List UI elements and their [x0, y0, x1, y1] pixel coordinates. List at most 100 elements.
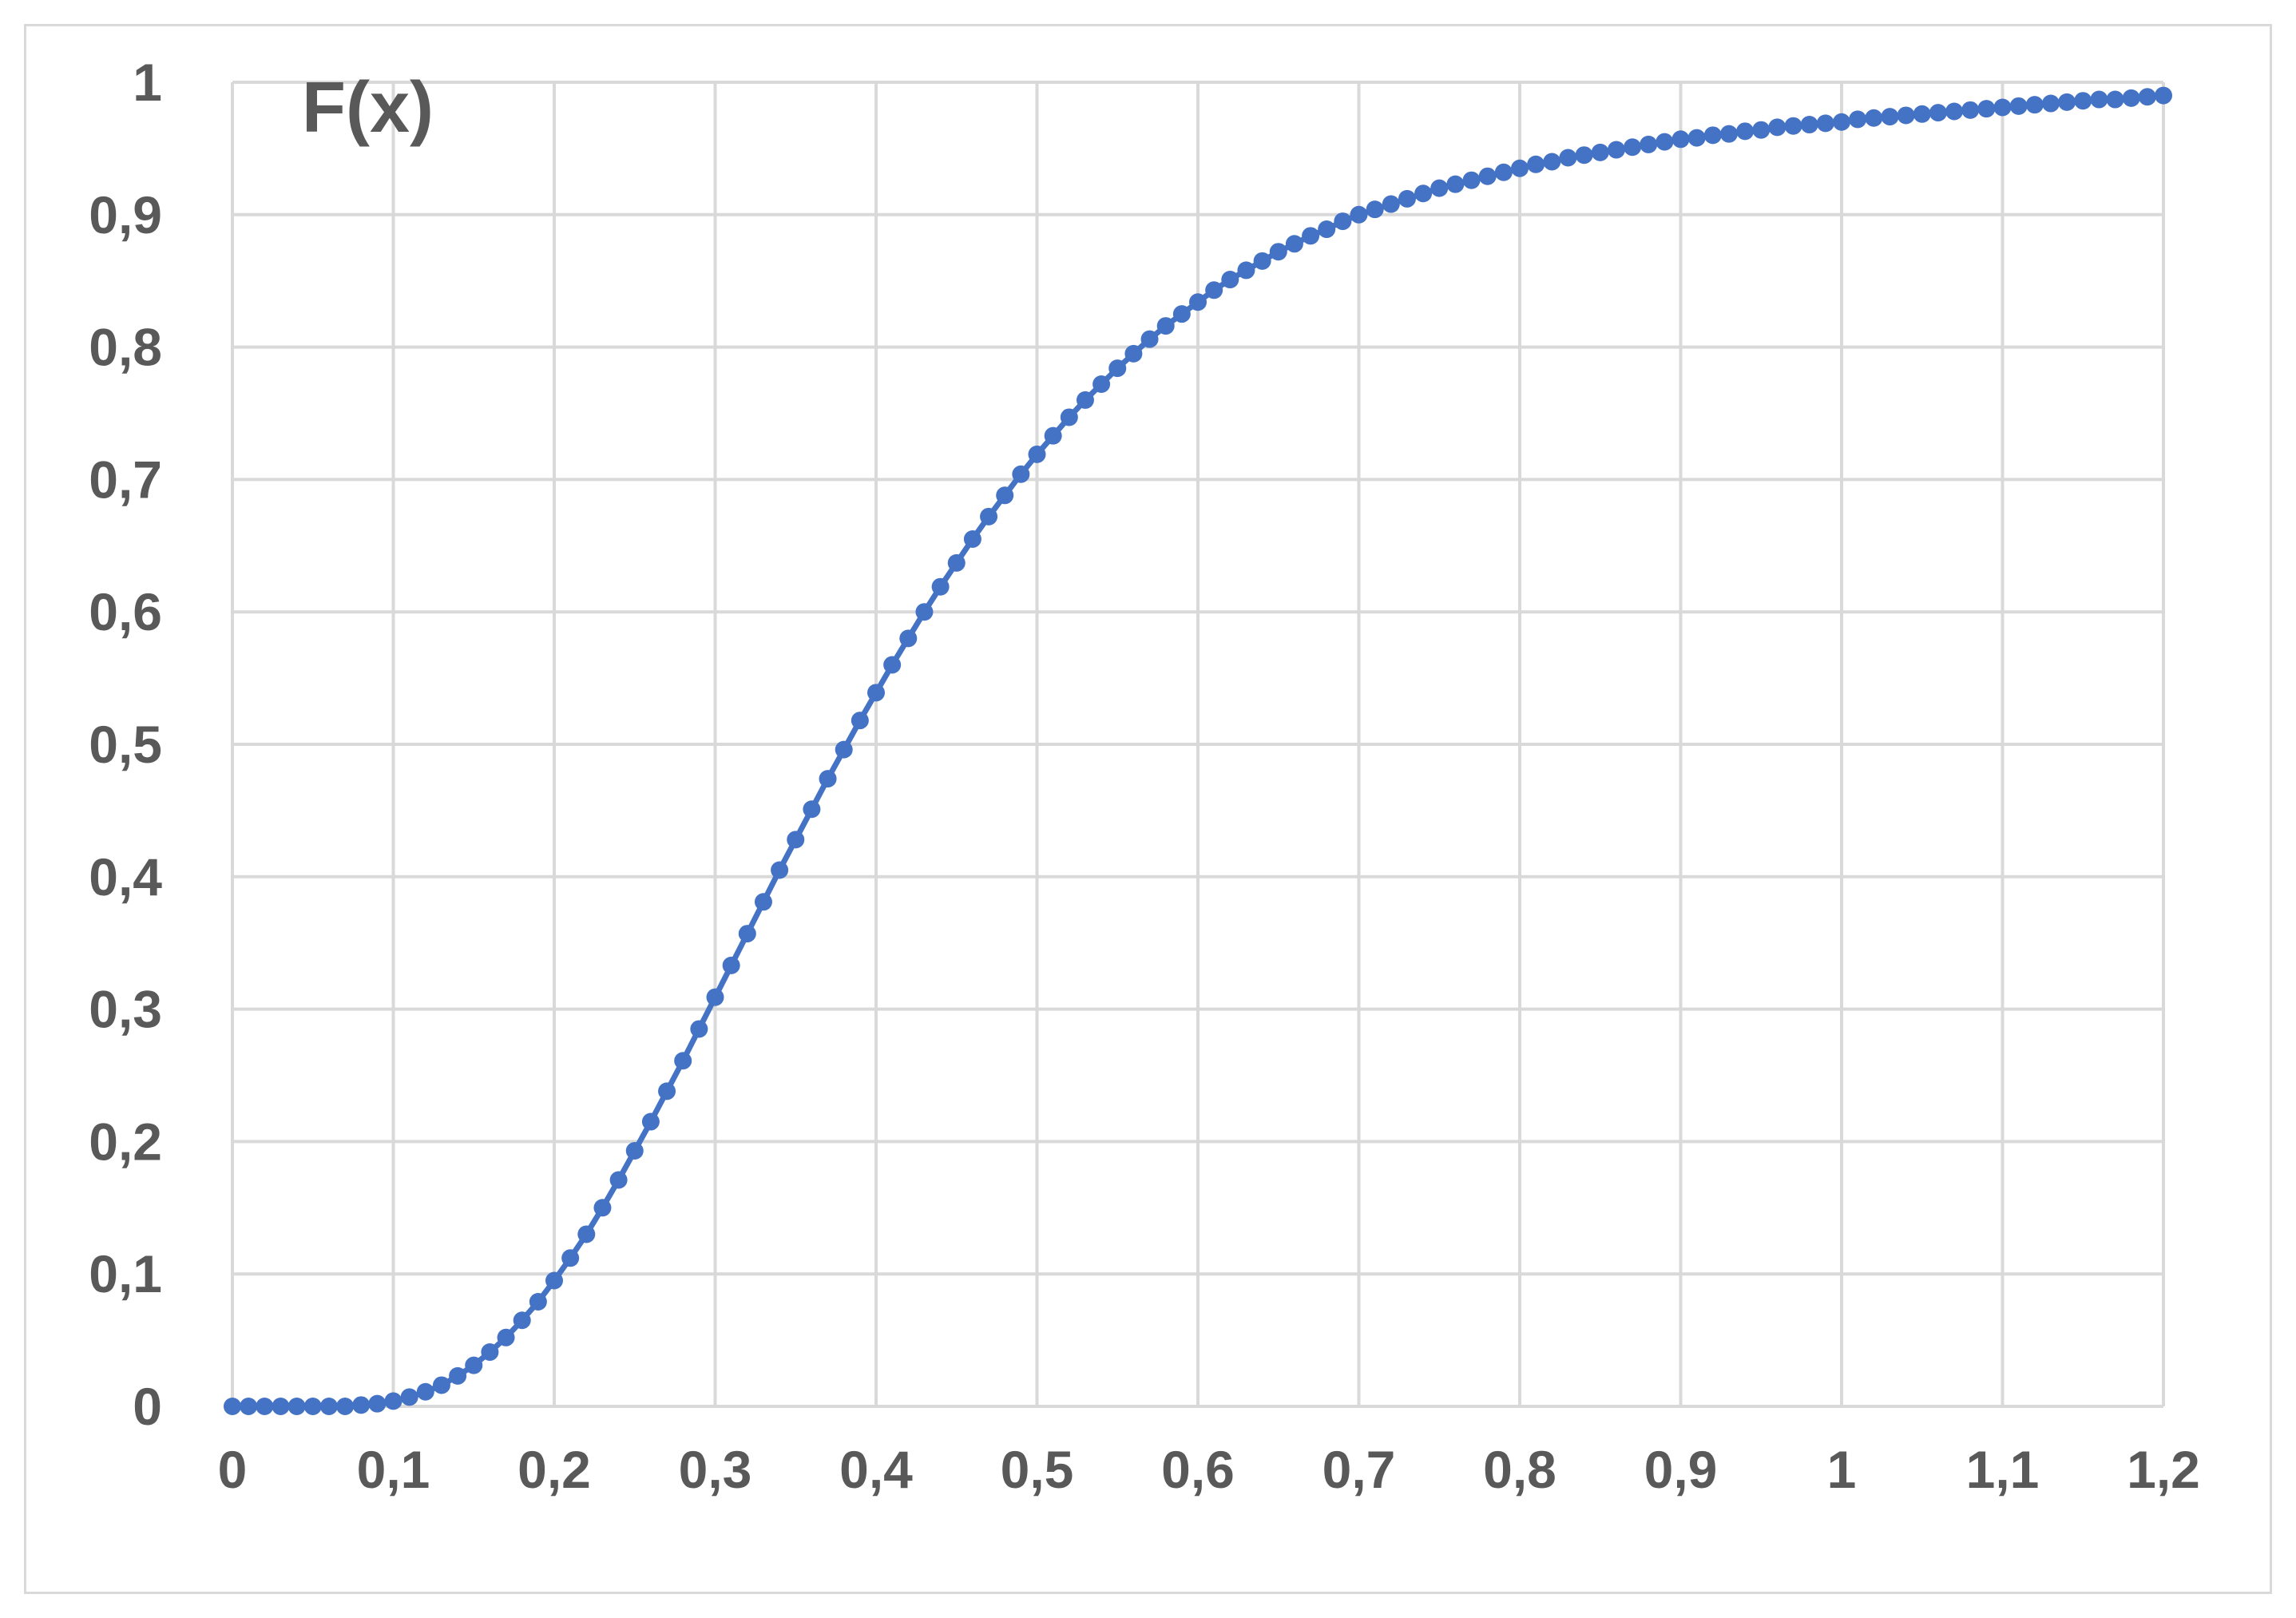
data-point [224, 1398, 241, 1415]
data-point [256, 1398, 274, 1415]
x-tick-label: 0,7 [1322, 1440, 1396, 1499]
data-point [336, 1398, 355, 1415]
data-point [2041, 94, 2060, 113]
x-tick-label: 1 [1827, 1440, 1857, 1499]
x-tick-label: 0,1 [357, 1440, 430, 1499]
x-tick-label: 0,4 [839, 1440, 913, 1499]
data-point [2090, 90, 2108, 109]
data-point [545, 1271, 563, 1290]
data-point [513, 1311, 531, 1330]
y-tick-label: 0,8 [89, 318, 162, 377]
data-point [529, 1293, 547, 1311]
data-point [1221, 271, 1239, 289]
data-point [931, 577, 950, 596]
data-point [1977, 100, 1996, 118]
x-tick-label: 1,1 [1966, 1440, 2040, 1499]
data-point [240, 1398, 258, 1415]
data-point [899, 629, 918, 648]
data-point [497, 1328, 515, 1346]
series [224, 86, 2172, 1415]
data-point [1092, 375, 1111, 394]
data-point [867, 684, 885, 702]
y-tick-label: 0,6 [89, 582, 162, 641]
data-point [1656, 133, 1674, 151]
data-point [883, 656, 902, 674]
x-tick-label: 0,9 [1644, 1440, 1718, 1499]
data-point [1849, 110, 1867, 129]
data-point [1800, 116, 1818, 134]
data-point [1124, 344, 1143, 363]
y-tick-label: 1 [133, 53, 162, 112]
data-point [1784, 117, 1802, 135]
data-point [272, 1398, 290, 1415]
data-point [1253, 252, 1271, 270]
data-point [835, 740, 853, 759]
data-point [1269, 243, 1287, 261]
data-point [319, 1398, 338, 1415]
data-point [1607, 141, 1625, 159]
data-point [2058, 93, 2076, 111]
data-point [1430, 179, 1449, 197]
data-point [1624, 138, 1642, 157]
data-point [738, 925, 756, 943]
data-point [1703, 126, 1722, 145]
data-point [1511, 159, 1529, 177]
data-point [1752, 121, 1771, 139]
y-tick-label: 0,7 [89, 450, 162, 509]
data-point [963, 530, 981, 549]
data-point [1060, 408, 1078, 426]
data-point [287, 1398, 306, 1415]
data-point [1205, 281, 1223, 299]
data-point [1816, 114, 1834, 133]
data-point [1575, 146, 1593, 165]
data-point [1736, 122, 1755, 141]
data-point [1414, 184, 1433, 203]
data-point [851, 712, 869, 730]
data-point [1285, 235, 1303, 253]
data-point [1350, 205, 1368, 224]
data-point [1527, 155, 1545, 173]
data-point [1640, 135, 1658, 153]
data-point [1172, 305, 1191, 323]
data-point [625, 1142, 644, 1160]
data-point [706, 988, 724, 1006]
y-tick-label: 0,1 [89, 1244, 162, 1303]
data-point [609, 1171, 628, 1189]
chart-svg: 0 0,1 0,2 0,3 0,4 0,5 0,6 0,7 0,8 0,9 1 1,1 1,2 0 0,1… [89, 53, 2200, 1499]
data-point [1719, 125, 1738, 143]
x-tick-label: 0,6 [1161, 1440, 1235, 1499]
data-point [384, 1392, 402, 1410]
y-tick-label: 0,3 [89, 980, 162, 1039]
data-point [1897, 106, 1915, 125]
y-tick-label: 0,5 [89, 715, 162, 774]
data-point [1108, 359, 1127, 378]
data-point [1559, 149, 1577, 167]
data-point [1671, 130, 1690, 149]
data-point [1044, 426, 1062, 445]
data-point [1140, 330, 1159, 348]
data-point [674, 1052, 692, 1070]
data-point [2155, 86, 2172, 105]
data-point [1189, 293, 1207, 311]
x-axis-tick-labels: 0 0,1 0,2 0,3 0,4 0,5 0,6 0,7 0,8 0,9 1 1,1 1,2 [218, 1440, 2200, 1499]
y-tick-label: 0,9 [89, 185, 162, 244]
data-point [303, 1398, 322, 1415]
data-point [915, 603, 934, 621]
data-point [1012, 465, 1030, 483]
data-point [1993, 98, 2012, 117]
data-point [771, 861, 789, 879]
data-point [787, 831, 805, 849]
data-point [577, 1225, 596, 1243]
data-point [754, 893, 772, 911]
data-point [1543, 153, 1561, 171]
data-point [1961, 101, 1980, 119]
data-point [2009, 97, 2028, 115]
data-point [2106, 90, 2124, 109]
data-point [465, 1356, 483, 1374]
y-tick-label: 0 [133, 1377, 162, 1436]
data-point [561, 1249, 580, 1267]
data-point [1382, 195, 1400, 213]
data-point [658, 1082, 676, 1100]
data-point [1478, 167, 1497, 185]
grid [231, 81, 2165, 1408]
